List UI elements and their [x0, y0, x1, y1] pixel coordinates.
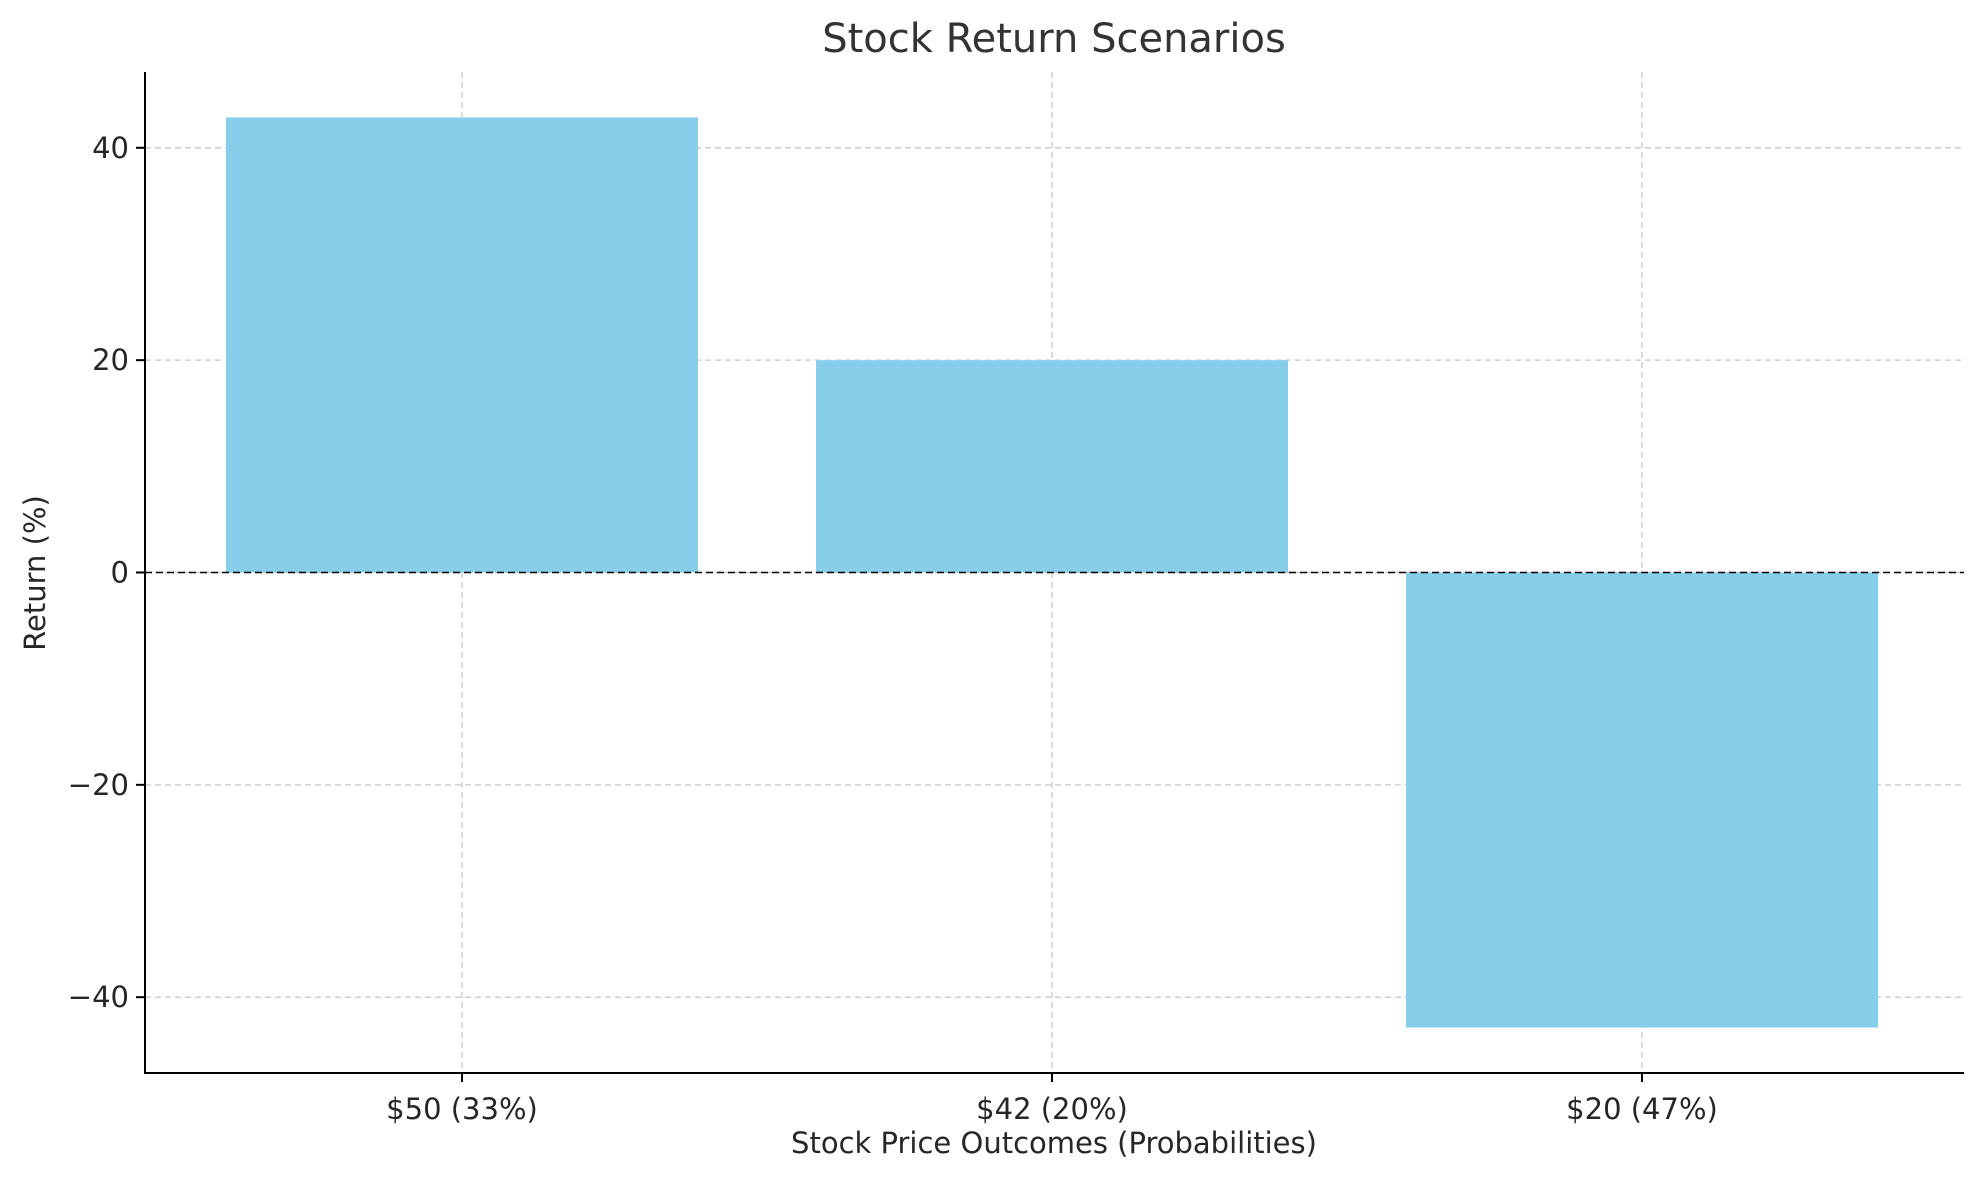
axes [136, 72, 1964, 1082]
chart-title: Stock Return Scenarios [822, 16, 1286, 62]
y-tick-label: 20 [92, 343, 129, 377]
y-tick-label: −40 [68, 980, 129, 1014]
y-tick-label: −20 [68, 768, 129, 802]
x-tick-label: $50 (33%) [386, 1092, 538, 1126]
x-tick-label: $42 (20%) [976, 1092, 1128, 1126]
tick-labels: −40 −20 0 20 40 $50 (33%) $42 (20%) $20 (47%) [68, 131, 1718, 1126]
y-tick-label: 40 [92, 131, 129, 165]
bar [226, 117, 698, 573]
x-axis-label: Stock Price Outcomes (Probabilities) [791, 1126, 1317, 1160]
x-tick-label: $20 (47%) [1566, 1092, 1718, 1126]
y-axis-label: Return (%) [18, 495, 52, 651]
bars [226, 117, 1878, 1028]
bar [816, 360, 1288, 573]
bar [1406, 572, 1878, 1028]
y-tick-label: 0 [111, 556, 129, 590]
